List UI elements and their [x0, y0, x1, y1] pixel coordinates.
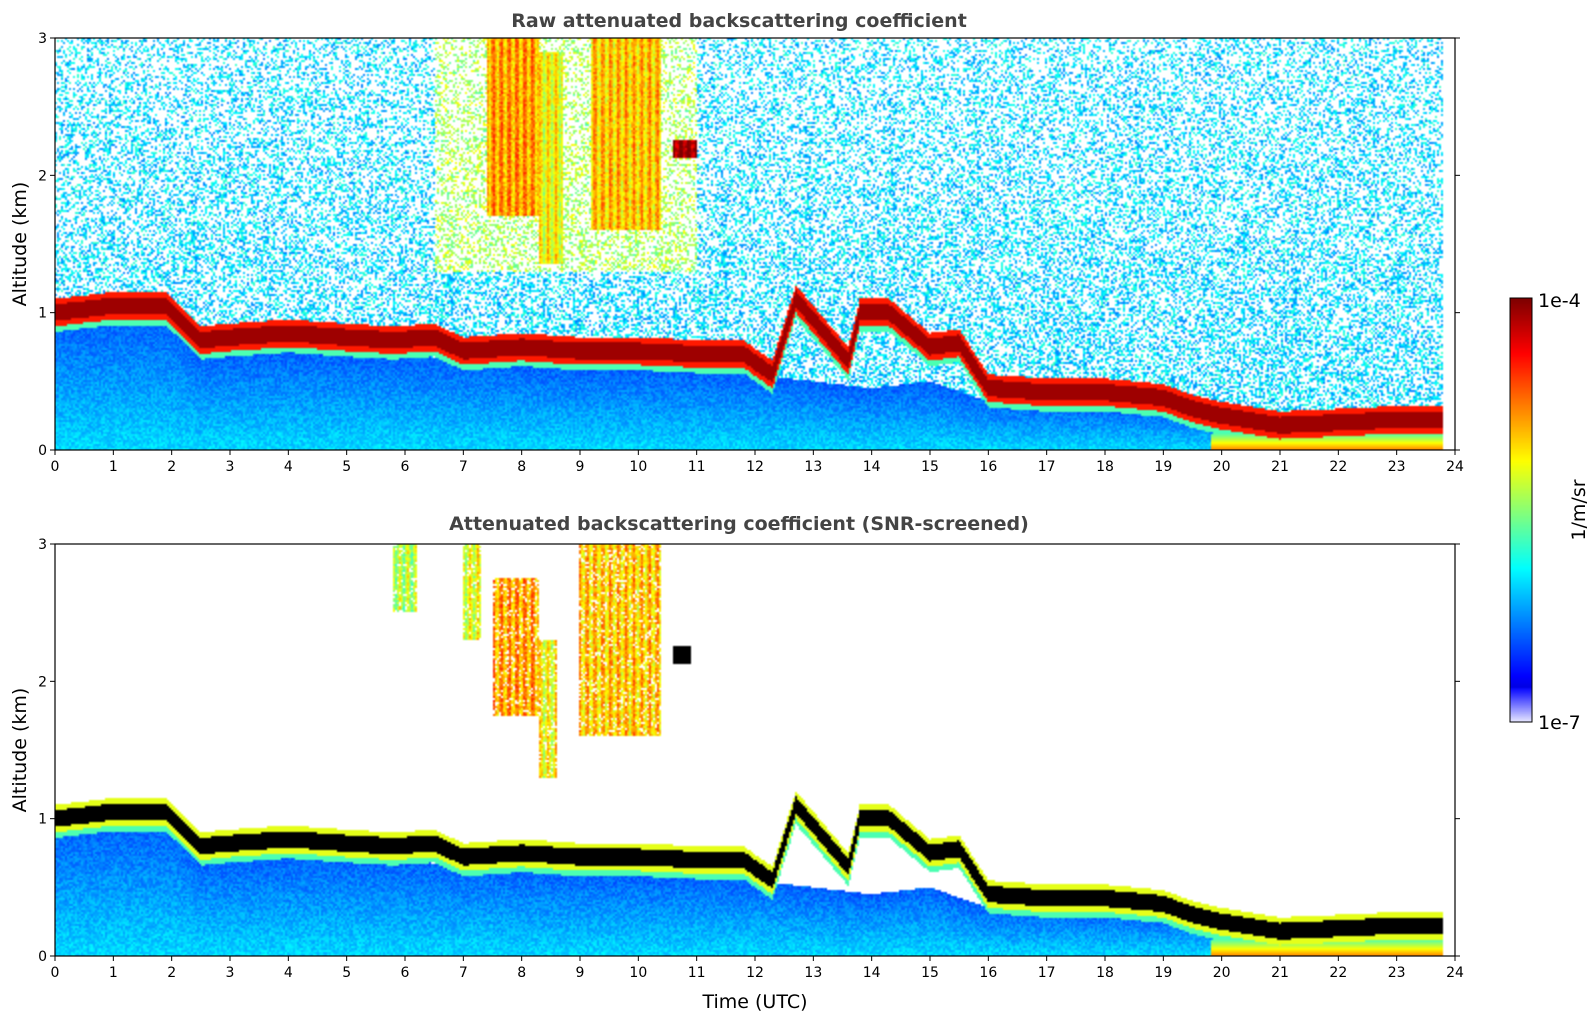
panel-raw-heatmap [55, 38, 1455, 450]
colorbar: 1e-4 1e-7 1/m/sr [1509, 290, 1590, 734]
colorbar-unit-label: 1/m/sr [1568, 479, 1590, 540]
x-tick-label: 9 [576, 965, 585, 981]
x-tick-label: 11 [688, 965, 706, 981]
x-tick-label: 7 [459, 965, 468, 981]
x-tick-label: 12 [746, 459, 764, 475]
x-tick-label: 3 [226, 459, 235, 475]
panel-raw-x-ticks: 0 1 2 3 4 5 6 7 8 9 10 11 12 13 14 15 16 17 18 19 20 21 22 23 24 [51, 450, 1464, 475]
y-tick-label: 0 [38, 949, 47, 965]
x-tick-label: 1 [109, 965, 118, 981]
x-tick-label: 9 [576, 459, 585, 475]
x-tick-label: 23 [1388, 459, 1406, 475]
y-tick-label: 0 [38, 443, 47, 459]
x-tick-label: 10 [629, 459, 647, 475]
x-tick-label: 3 [226, 965, 235, 981]
x-tick-label: 2 [167, 459, 176, 475]
x-tick-label: 14 [863, 459, 881, 475]
x-tick-label: 21 [1271, 459, 1289, 475]
panel-raw-y-axis-label: Altitude (km) [9, 182, 31, 307]
colorbar-frame [1509, 297, 1533, 723]
x-tick-label: 18 [1096, 459, 1114, 475]
x-tick-label: 6 [401, 459, 410, 475]
panel-raw-title: Raw attenuated backscattering coefficien… [511, 10, 967, 32]
x-tick-label: 17 [1038, 459, 1056, 475]
x-tick-label: 0 [51, 965, 60, 981]
panel-screened-y-ticks: 0 1 2 3 [38, 537, 1460, 965]
x-tick-label: 8 [517, 459, 526, 475]
x-tick-label: 4 [284, 459, 293, 475]
y-tick-label: 2 [38, 168, 47, 184]
x-tick-label: 18 [1096, 965, 1114, 981]
x-tick-label: 2 [167, 965, 176, 981]
panel-screened-title: Attenuated backscattering coefficient (S… [449, 513, 1029, 535]
x-tick-label: 16 [979, 965, 997, 981]
x-tick-label: 20 [1213, 965, 1231, 981]
x-tick-label: 11 [688, 459, 706, 475]
x-tick-label: 7 [459, 459, 468, 475]
y-tick-label: 2 [38, 674, 47, 690]
x-tick-label: 5 [342, 459, 351, 475]
colorbar-gradient [1510, 298, 1532, 722]
x-tick-label: 21 [1271, 965, 1289, 981]
x-tick-label: 19 [1154, 965, 1172, 981]
x-tick-label: 12 [746, 965, 764, 981]
panel-screened: Attenuated backscattering coefficient (S… [9, 513, 1464, 1013]
x-tick-label: 4 [284, 965, 293, 981]
y-tick-label: 1 [38, 306, 47, 322]
x-tick-label: 14 [863, 965, 881, 981]
x-tick-label: 5 [342, 965, 351, 981]
panel-screened-x-ticks: 0 1 2 3 4 5 6 7 8 9 10 11 12 13 14 15 16 17 18 19 20 21 22 23 24 [51, 956, 1464, 981]
x-tick-label: 19 [1154, 459, 1172, 475]
y-tick-label: 3 [38, 31, 47, 47]
x-tick-label: 13 [804, 459, 822, 475]
x-tick-label: 15 [921, 459, 939, 475]
panel-screened-heatmap [55, 544, 1455, 956]
y-tick-label: 3 [38, 537, 47, 553]
x-tick-label: 10 [629, 965, 647, 981]
x-tick-label: 24 [1446, 965, 1464, 981]
colorbar-max-label: 1e-4 [1538, 290, 1581, 312]
x-tick-label: 6 [401, 965, 410, 981]
x-tick-label: 20 [1213, 459, 1231, 475]
x-tick-label: 23 [1388, 965, 1406, 981]
x-tick-label: 13 [804, 965, 822, 981]
x-tick-label: 17 [1038, 965, 1056, 981]
x-tick-label: 16 [979, 459, 997, 475]
x-tick-label: 22 [1329, 965, 1347, 981]
x-tick-label: 1 [109, 459, 118, 475]
panel-screened-y-axis-label: Altitude (km) [9, 688, 31, 813]
x-tick-label: 8 [517, 965, 526, 981]
x-tick-label: 0 [51, 459, 60, 475]
y-tick-label: 1 [38, 812, 47, 828]
colorbar-min-label: 1e-7 [1538, 712, 1581, 734]
panel-screened-x-axis-label: Time (UTC) [701, 991, 807, 1013]
x-tick-label: 15 [921, 965, 939, 981]
x-tick-label: 22 [1329, 459, 1347, 475]
panel-raw-y-ticks: 0 1 2 3 [38, 31, 1460, 459]
panel-raw: Raw attenuated backscattering coefficien… [9, 10, 1464, 475]
x-tick-label: 24 [1446, 459, 1464, 475]
